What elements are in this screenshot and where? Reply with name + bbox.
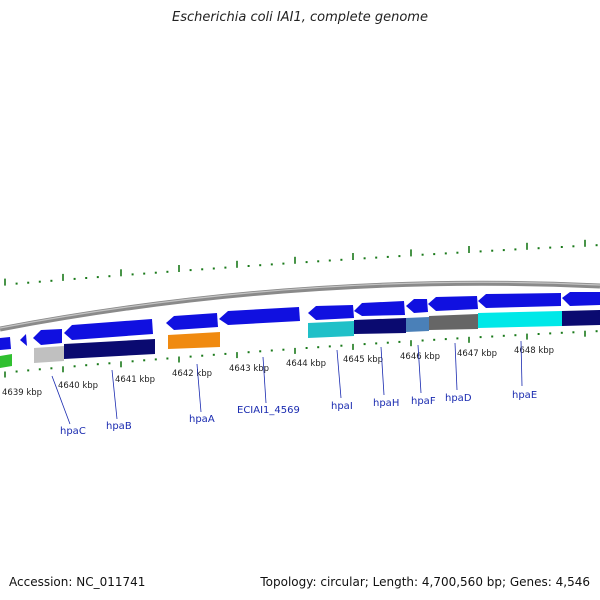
upper-tick-row: [4, 239, 598, 286]
ruler-label: 4639 kbp: [2, 388, 42, 398]
gene-leader-lines: [51, 340, 523, 425]
gene-label-hpaF[interactable]: hpaF: [411, 396, 436, 407]
gene-arrow[interactable]: [428, 296, 478, 311]
ruler-label: 4640 kbp: [58, 381, 98, 391]
reverse-strand-track: [0, 292, 600, 350]
leader-line: [196, 363, 202, 413]
feature-block[interactable]: [308, 321, 354, 338]
ruler-label: 4647 kbp: [457, 349, 497, 359]
map-title: Escherichia coli IAI1, complete genome: [172, 10, 428, 25]
ruler-label: 4644 kbp: [286, 359, 326, 369]
feature-block[interactable]: [0, 354, 12, 368]
gene-labels: hpaC hpaB hpaA ECIAI1_4569 hpaI hpaH hpa…: [60, 390, 537, 437]
forward-strand-track: [0, 310, 600, 368]
gene-label-hpaD[interactable]: hpaD: [445, 393, 472, 404]
gene-arrow[interactable]: [0, 337, 11, 350]
gene-arrow[interactable]: [308, 305, 354, 320]
gene-arrow[interactable]: [64, 319, 153, 340]
feature-block[interactable]: [562, 310, 600, 326]
accession-text: Accession: NC_011741: [9, 575, 146, 589]
leader-line: [51, 375, 71, 425]
gene-arrow[interactable]: [20, 334, 27, 346]
ruler-label: 4642 kbp: [172, 369, 212, 379]
leader-line: [111, 369, 118, 420]
feature-block[interactable]: [429, 314, 478, 330]
ruler-label: 4645 kbp: [343, 355, 383, 365]
feature-block[interactable]: [168, 332, 220, 349]
ruler-label: 4646 kbp: [400, 352, 440, 362]
leader-line: [262, 356, 267, 404]
gene-label-hpaI[interactable]: hpaI: [331, 401, 353, 412]
gene-label-hpaC[interactable]: hpaC: [60, 426, 86, 437]
gene-label-hpaE[interactable]: hpaE: [512, 390, 537, 401]
leader-line: [417, 344, 422, 394]
gene-arrow[interactable]: [219, 307, 300, 325]
genome-backbone-highlight: [0, 281, 600, 329]
leader-line: [336, 349, 342, 399]
feature-block[interactable]: [354, 318, 406, 334]
genome-backbone: [0, 280, 600, 332]
feature-block[interactable]: [34, 346, 64, 363]
leader-line: [454, 342, 458, 391]
gene-arrow[interactable]: [562, 292, 600, 306]
ruler-label: 4641 kbp: [115, 375, 155, 385]
ruler-label: 4648 kbp: [514, 346, 554, 356]
ruler-labels: 4639 kbp 4640 kbp 4641 kbp 4642 kbp 4643…: [2, 346, 554, 398]
lower-tick-row: [4, 330, 598, 378]
gene-label-hpaA[interactable]: hpaA: [189, 414, 215, 425]
gene-arrow[interactable]: [33, 329, 62, 345]
gene-label-ECIAI1_4569[interactable]: ECIAI1_4569: [237, 405, 300, 416]
feature-block[interactable]: [64, 339, 155, 359]
genome-summary-text: Topology: circular; Length: 4,700,560 bp…: [260, 575, 590, 589]
feature-block[interactable]: [406, 317, 429, 332]
gene-arrow[interactable]: [478, 293, 561, 308]
gene-arrow[interactable]: [354, 301, 405, 316]
gene-label-hpaB[interactable]: hpaB: [106, 421, 132, 432]
leader-line: [380, 346, 385, 396]
gene-label-hpaH[interactable]: hpaH: [373, 398, 399, 409]
gene-arrow[interactable]: [406, 299, 428, 313]
gene-arrow[interactable]: [166, 313, 218, 330]
ruler-label: 4643 kbp: [229, 364, 269, 374]
feature-block[interactable]: [478, 311, 562, 328]
leader-line: [520, 340, 523, 387]
